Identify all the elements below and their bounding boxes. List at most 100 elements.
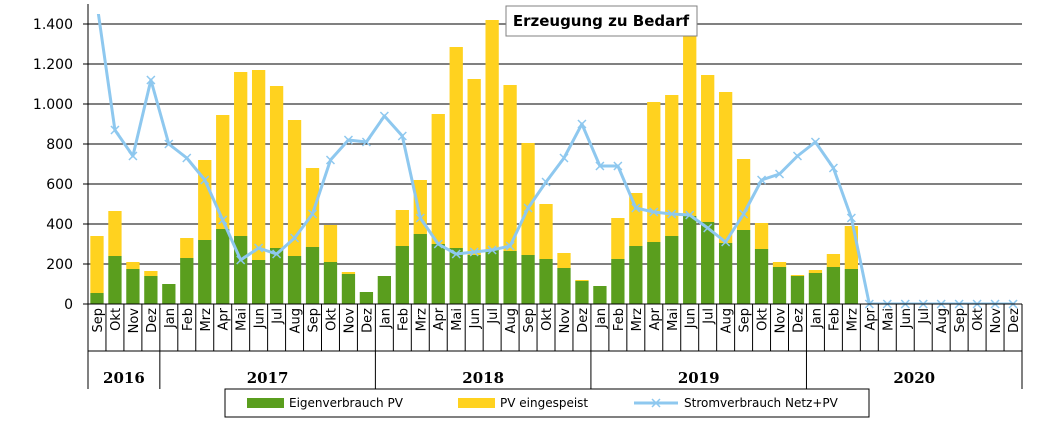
year-label-2020: 2020 — [893, 369, 935, 387]
legend-marker-stromverbrauch — [651, 398, 661, 408]
marker-stroke-b-1 — [110, 125, 120, 135]
month-label-31: Apr — [648, 307, 663, 330]
legend-box — [224, 388, 870, 418]
month-label-47: Aug — [935, 308, 950, 333]
bar-eigenverbrauch-22 — [485, 250, 499, 304]
marker-stromverbrauch-20 — [451, 249, 461, 259]
bar-eigenverbrauch-10 — [269, 248, 284, 304]
bar-eigenverbrauch-13 — [323, 262, 338, 304]
bar-eingespeist-24 — [521, 143, 535, 255]
bar-eigenverbrauch-31 — [647, 242, 661, 304]
month-label-19: Apr — [432, 307, 447, 330]
marker-stromverbrauch-1 — [110, 125, 120, 135]
bar-eigenverbrauch-32 — [665, 236, 679, 304]
marker-stromverbrauch-5 — [182, 153, 192, 163]
bar-eingespeist-25 — [539, 204, 553, 259]
year-label-2016: 2016 — [103, 369, 145, 387]
month-label-14: Nov — [342, 308, 357, 334]
bar-eigenverbrauch-12 — [305, 247, 320, 304]
bar-eigenverbrauch-42 — [844, 269, 859, 304]
marker-stromverbrauch-17 — [397, 131, 407, 141]
y-tick-label-400: 400 — [46, 217, 73, 233]
month-label-12: Sep — [307, 308, 322, 333]
marker-stromverbrauch-26 — [559, 153, 569, 163]
x-tick-labels: Sep Okt Nov Dez Jan Feb Mrz Apr Mai Jun Jul Aug Sep O… — [91, 307, 1022, 333]
bar-eigenverbrauch-30 — [629, 246, 643, 304]
bar-eigenverbrauch-5 — [180, 258, 194, 304]
marker-stroke-b-12 — [307, 209, 318, 219]
month-label-13: Okt — [325, 308, 340, 331]
bar-eigenverbrauch-38 — [772, 267, 787, 304]
marker-stroke-b-4 — [164, 139, 174, 149]
marker-stroke-b-26 — [559, 153, 569, 163]
month-label-4: Jan — [163, 308, 178, 329]
marker-stromverbrauch-41 — [828, 163, 838, 173]
marker-stromverbrauch-27 — [577, 119, 587, 129]
y-tick-labels: 0 200 400 600 800 1.000 1.200 1.400 — [33, 17, 73, 313]
marker-stroke-b-30 — [631, 203, 641, 213]
marker-stromverbrauch-22 — [487, 245, 497, 255]
marker-stromverbrauch-7 — [218, 215, 228, 225]
bar-eigenverbrauch-18 — [413, 234, 427, 304]
marker-stroke-b-31 — [649, 207, 659, 217]
bar-eigenverbrauch-21 — [467, 255, 481, 304]
bar-eigenverbrauch-29 — [611, 259, 625, 304]
axes — [83, 4, 1023, 389]
bar-eingespeist-1 — [108, 211, 122, 256]
month-label-49: Okt — [971, 308, 986, 331]
marker-stroke-b-8 — [236, 255, 246, 265]
bar-eingespeist-36 — [736, 159, 751, 230]
marker-stroke-b-7 — [218, 215, 228, 225]
marker-stromverbrauch-34 — [703, 223, 713, 233]
month-label-16: Jan — [378, 308, 393, 329]
bar-eingespeist-3 — [144, 271, 158, 276]
marker-stromverbrauch-15 — [361, 137, 371, 147]
legend-swatch-eingespeist — [458, 398, 495, 408]
bar-eigenverbrauch-7 — [216, 229, 230, 304]
bar-eigenverbrauch-26 — [557, 268, 571, 304]
y-tick-label-800: 800 — [46, 137, 73, 153]
month-label-37: Okt — [756, 308, 771, 331]
marker-stroke-b-21 — [469, 247, 479, 257]
marker-stroke-b-29 — [613, 161, 623, 171]
bar-eingespeist-29 — [611, 218, 625, 259]
bar-eigenverbrauch-37 — [754, 249, 769, 304]
month-label-44: Mai — [881, 308, 896, 331]
marker-stromverbrauch-21 — [469, 247, 479, 257]
bar-eigenverbrauch-27 — [575, 281, 589, 304]
bar-eingespeist-20 — [449, 47, 463, 248]
marker-stromverbrauch-13 — [325, 155, 336, 165]
month-label-9: Jun — [253, 308, 268, 329]
legend-label-stromverbrauch: Stromverbrauch Netz+PV — [684, 396, 839, 410]
y-tick-label-0: 0 — [64, 297, 73, 313]
bar-eigenverbrauch-1 — [108, 256, 122, 304]
marker-stroke-b-25 — [541, 177, 551, 187]
month-label-36: Sep — [738, 308, 753, 333]
month-label-50: Nov — [989, 308, 1004, 334]
month-label-46: Jul — [917, 308, 932, 325]
bar-eigenverbrauch-0 — [90, 293, 104, 304]
bar-eigenverbrauch-3 — [144, 276, 158, 304]
month-label-32: Mai — [666, 308, 681, 331]
month-label-41: Feb — [827, 308, 842, 331]
marker-stromverbrauch-12 — [307, 209, 318, 219]
marker-stromverbrauch-42 — [846, 213, 856, 223]
marker-stromverbrauch-31 — [649, 207, 659, 217]
marker-stroke-b-34 — [703, 223, 713, 233]
bar-eingespeist-0 — [90, 236, 104, 293]
bar-eingespeist-37 — [754, 223, 769, 249]
month-label-34: Jul — [702, 308, 717, 325]
bar-eigenverbrauch-16 — [377, 276, 392, 304]
bar-eingespeist-38 — [772, 262, 787, 267]
marker-stromverbrauch-9 — [254, 243, 264, 253]
bar-eingespeist-35 — [718, 92, 733, 243]
bar-eigenverbrauch-34 — [701, 222, 715, 304]
marker-stroke-b-22 — [487, 245, 497, 255]
bar-eingespeist-30 — [629, 193, 643, 246]
marker-stromverbrauch-24 — [523, 203, 533, 213]
bar-eingespeist-12 — [305, 168, 320, 247]
marker-stromverbrauch-36 — [739, 209, 749, 219]
marker-stroke-b-33 — [685, 210, 695, 220]
marker-stroke-b-38 — [774, 169, 785, 179]
bar-eingespeist-33 — [683, 28, 697, 216]
